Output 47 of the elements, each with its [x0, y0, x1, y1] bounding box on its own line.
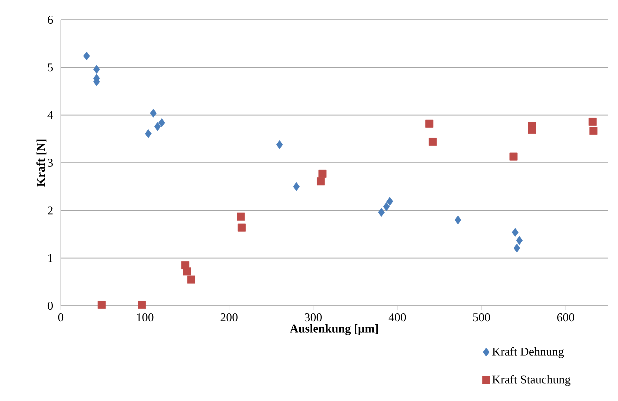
x-tick-label: 500 — [473, 314, 490, 322]
point — [238, 224, 246, 232]
point — [454, 216, 462, 225]
point — [98, 301, 106, 310]
point — [528, 126, 536, 134]
y-tick-label: 0 — [48, 302, 54, 310]
x-tick-label: 100 — [137, 314, 154, 322]
point — [428, 138, 437, 146]
point — [145, 130, 152, 138]
point — [426, 120, 434, 128]
point — [386, 197, 394, 206]
point — [94, 65, 100, 74]
point — [590, 127, 598, 136]
x-tick-label: 300 — [305, 314, 322, 322]
point — [150, 109, 157, 118]
point — [512, 228, 519, 237]
point — [276, 140, 284, 150]
point — [138, 301, 146, 310]
x-tick-label: 0 — [58, 314, 64, 322]
x-tick-label: 200 — [220, 314, 238, 322]
point — [83, 52, 90, 61]
y-tick-label: 3 — [48, 158, 54, 168]
point — [514, 244, 520, 253]
y-tick-label: 5 — [48, 64, 54, 72]
x-tick-label: 600 — [557, 314, 574, 322]
point — [383, 202, 390, 212]
point — [516, 236, 523, 246]
point — [510, 152, 518, 161]
point — [183, 268, 192, 276]
legend-label: Kraft Dehnung — [492, 347, 564, 358]
point — [154, 122, 162, 132]
point — [317, 178, 326, 186]
point — [318, 170, 327, 178]
y-tick-label: 2 — [48, 206, 53, 215]
legend-label: Kraft Stauchung — [492, 375, 571, 386]
point — [158, 118, 166, 128]
x-axis-title: Auslenkung [µm] — [290, 324, 378, 336]
point — [237, 212, 246, 221]
y-tick-label: 6 — [48, 16, 54, 24]
point — [378, 208, 385, 217]
point — [588, 118, 597, 126]
y-axis-title: Kraft [N] — [36, 140, 47, 187]
point — [293, 182, 300, 192]
x-tick-label: 400 — [388, 314, 406, 322]
y-tick-label: 1 — [48, 254, 53, 262]
y-tick-label: 4 — [48, 111, 54, 120]
point — [187, 276, 196, 284]
